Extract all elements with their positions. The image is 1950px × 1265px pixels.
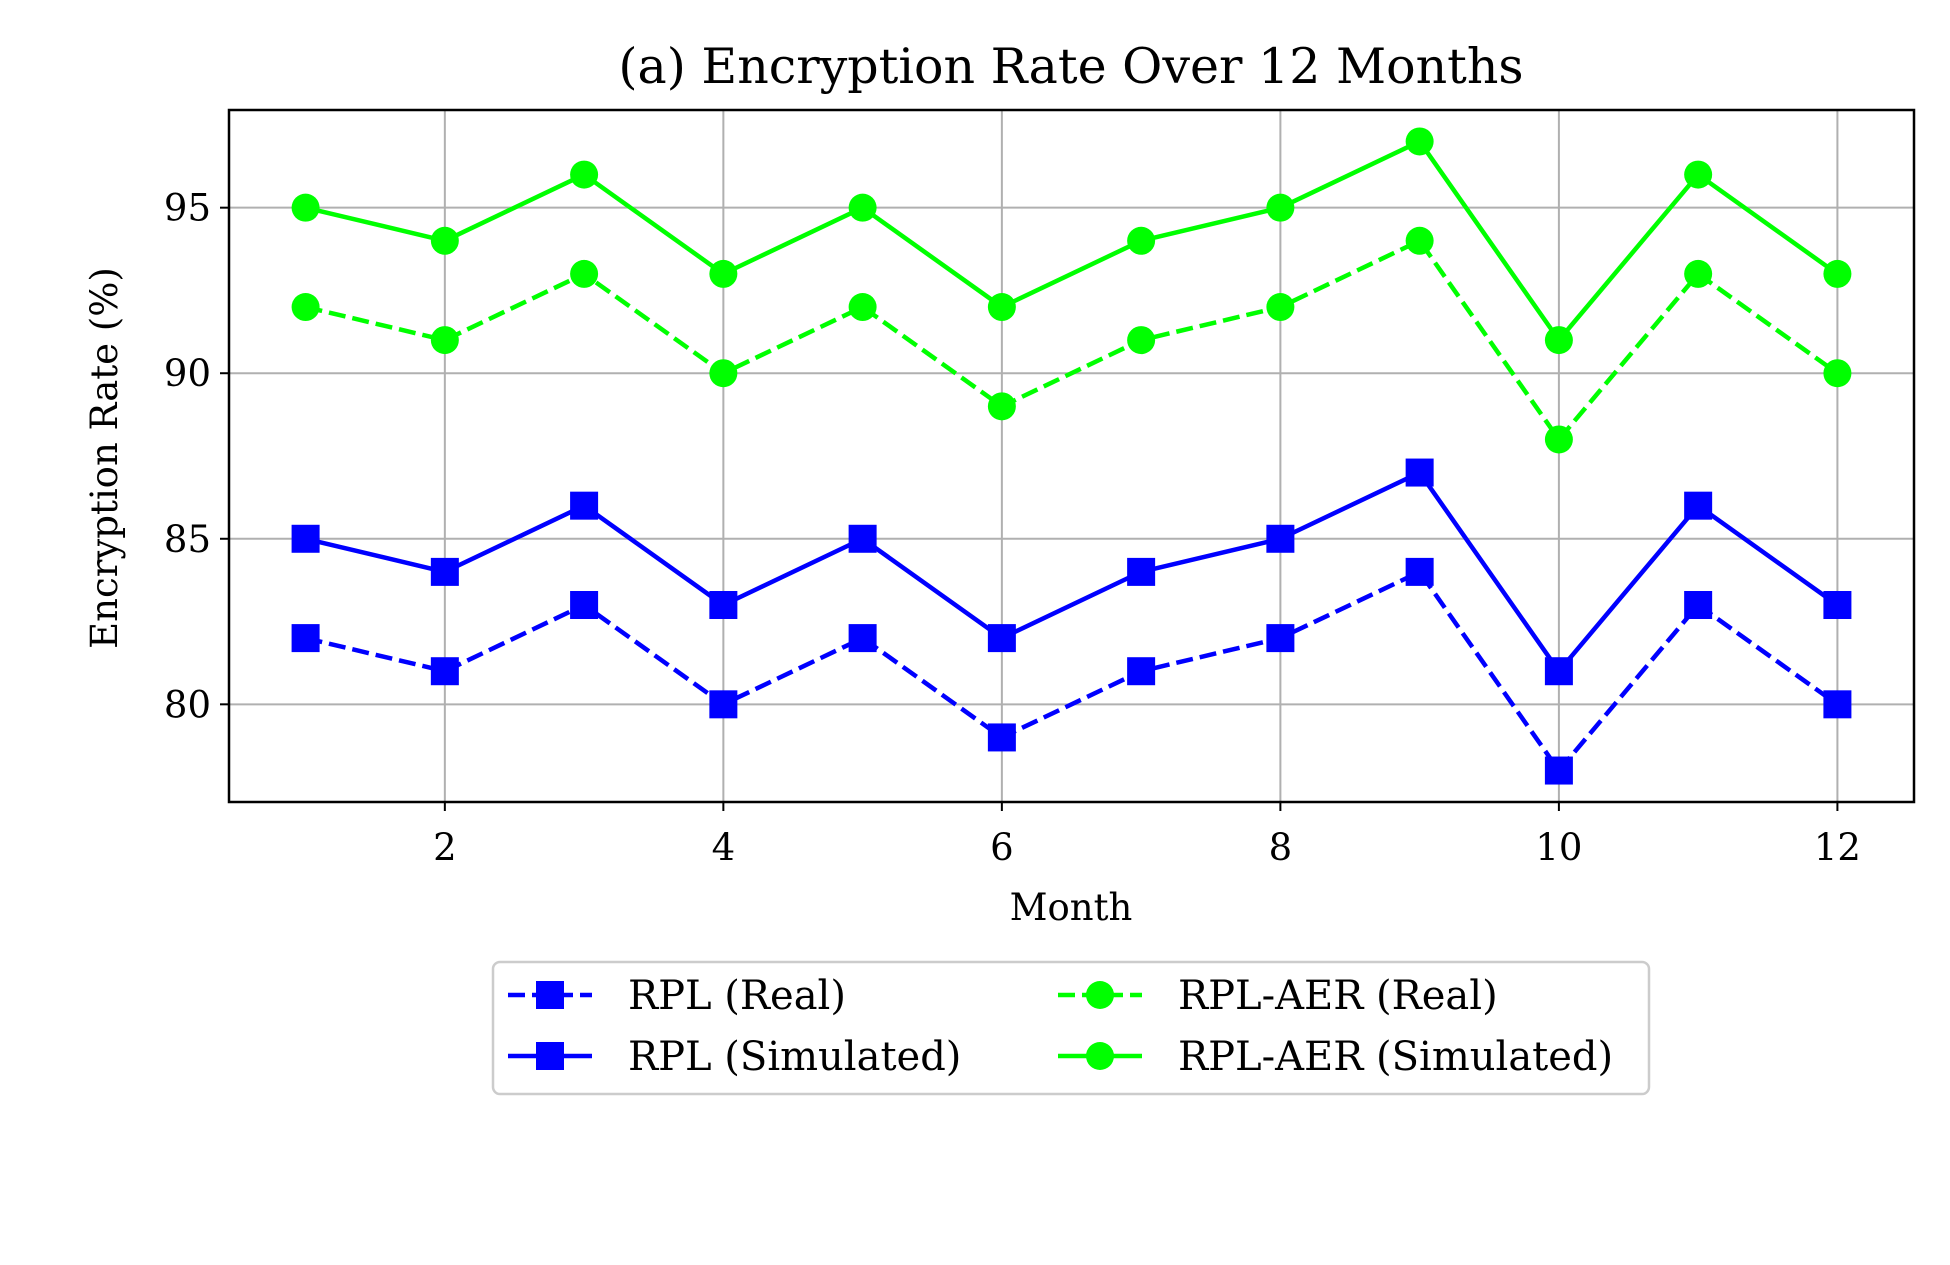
- series-lines: [291, 127, 1852, 785]
- series-line: [305, 139, 1839, 343]
- data-point: [430, 557, 459, 586]
- data-point: [848, 624, 877, 653]
- legend: RPL (Real) RPL (Simulated) RPL-AER (Real) R…: [491, 960, 1651, 1096]
- series-line: [305, 470, 1839, 674]
- plot-frame: [227, 108, 1916, 804]
- data-point: [1684, 491, 1713, 520]
- x-tick-label: 12: [1814, 826, 1861, 869]
- data-point: [1684, 259, 1713, 288]
- legend-item: RPL-AER (Simulated): [1058, 1034, 1613, 1080]
- y-tick-label: 80: [164, 683, 211, 726]
- chart-title: (a) Encryption Rate Over 12 Months: [618, 38, 1523, 95]
- x-tick-label: 10: [1535, 826, 1582, 869]
- data-point: [291, 193, 320, 222]
- data-point: [848, 193, 877, 222]
- data-point: [1544, 425, 1573, 454]
- legend-marker: [536, 981, 564, 1009]
- data-point: [709, 359, 738, 388]
- series-line: [305, 238, 1839, 442]
- data-point: [987, 624, 1016, 653]
- legend-label: RPL-AER (Real): [1178, 973, 1498, 1019]
- x-tick-label: 8: [1269, 826, 1293, 869]
- data-point: [1544, 657, 1573, 686]
- x-tick-label: 6: [990, 826, 1014, 869]
- data-point: [291, 524, 320, 553]
- legend-box: [491, 960, 1651, 1096]
- data-point: [570, 491, 599, 520]
- data-point: [1823, 259, 1852, 288]
- data-point: [1266, 624, 1295, 653]
- data-point: [1684, 590, 1713, 619]
- axis-ticks: 2 4 6 8 10 12 80 85 90 95: [164, 187, 1861, 869]
- legend-marker: [536, 1042, 564, 1070]
- data-point: [848, 524, 877, 553]
- data-point: [1405, 226, 1434, 255]
- data-point: [570, 259, 599, 288]
- legend-label: RPL-AER (Simulated): [1178, 1034, 1613, 1080]
- legend-marker: [1086, 1042, 1114, 1070]
- data-point: [1127, 657, 1156, 686]
- y-tick-label: 90: [164, 352, 211, 395]
- series-1: [291, 458, 1852, 686]
- data-point: [709, 259, 738, 288]
- data-point: [1544, 756, 1573, 785]
- series-2: [291, 226, 1852, 454]
- data-point: [1266, 524, 1295, 553]
- data-point: [1127, 226, 1156, 255]
- series-3: [291, 127, 1852, 355]
- y-tick-label: 95: [164, 187, 211, 230]
- y-tick-label: 85: [164, 518, 211, 561]
- x-tick-label: 2: [433, 826, 457, 869]
- legend-item: RPL (Real): [508, 973, 846, 1019]
- data-point: [1127, 557, 1156, 586]
- data-point: [1823, 690, 1852, 719]
- legend-item: RPL-AER (Real): [1058, 973, 1498, 1019]
- x-tick-label: 4: [712, 826, 736, 869]
- data-point: [1266, 193, 1295, 222]
- legend-label: RPL (Real): [628, 973, 846, 1019]
- data-point: [430, 226, 459, 255]
- legend-marker: [1086, 981, 1114, 1009]
- data-point: [1266, 293, 1295, 322]
- data-point: [430, 326, 459, 355]
- x-axis-label: Month: [1010, 886, 1133, 929]
- data-point: [570, 590, 599, 619]
- legend-label: RPL (Simulated): [628, 1034, 961, 1080]
- data-point: [987, 293, 1016, 322]
- legend-item: RPL (Simulated): [508, 1034, 961, 1080]
- data-point: [987, 723, 1016, 752]
- data-point: [987, 392, 1016, 421]
- data-point: [1127, 326, 1156, 355]
- data-point: [430, 657, 459, 686]
- data-point: [1684, 160, 1713, 189]
- data-point: [1823, 359, 1852, 388]
- data-point: [291, 293, 320, 322]
- series-0: [291, 557, 1852, 785]
- data-point: [570, 160, 599, 189]
- data-point: [1823, 590, 1852, 619]
- data-point: [709, 690, 738, 719]
- data-point: [848, 293, 877, 322]
- data-point: [1405, 557, 1434, 586]
- data-point: [1405, 458, 1434, 487]
- y-axis-label: Encryption Rate (%): [83, 267, 126, 649]
- data-point: [709, 590, 738, 619]
- data-point: [1544, 326, 1573, 355]
- data-point: [1405, 127, 1434, 156]
- data-point: [291, 624, 320, 653]
- series-line: [305, 569, 1839, 773]
